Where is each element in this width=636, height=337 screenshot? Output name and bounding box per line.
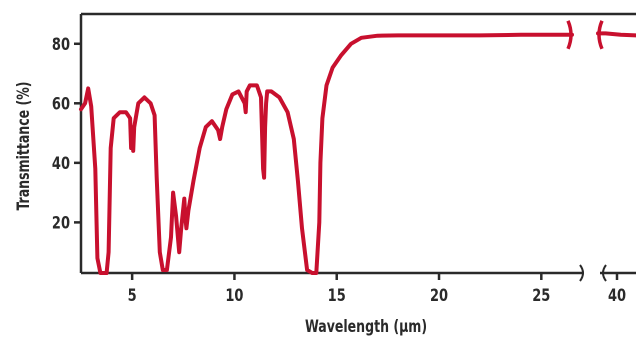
y-axis-title: Transmittance (%) [14, 81, 34, 210]
y-tick-label: 80 [52, 34, 70, 54]
y-ticks: 20 40 60 80 [52, 34, 81, 233]
x-tick-label: 10 [225, 285, 243, 305]
x-axis-break-mark [602, 264, 607, 282]
y-tick-label: 40 [52, 153, 70, 173]
transmittance-line-segment [79, 32, 574, 275]
plot-area [79, 20, 636, 275]
x-tick-label: 20 [430, 285, 448, 305]
x-tick-label: 25 [532, 285, 550, 305]
x-tick-label: 5 [128, 285, 137, 305]
x-axis-title: Wavelength (µm) [305, 317, 427, 337]
y-tick-label: 20 [52, 212, 70, 232]
x-axis-break-mark [579, 264, 584, 282]
x-ticks: 5 10 15 20 25 40 [128, 273, 626, 305]
x-tick-label: 40 [608, 285, 626, 305]
x-tick-label: 15 [328, 285, 346, 305]
y-tick-label: 60 [52, 93, 70, 113]
line-break-mark [566, 20, 573, 50]
transmittance-line-segment [596, 31, 636, 38]
line-break-mark [597, 20, 604, 50]
axes [79, 12, 636, 282]
x-axis-break-gap [584, 269, 600, 277]
